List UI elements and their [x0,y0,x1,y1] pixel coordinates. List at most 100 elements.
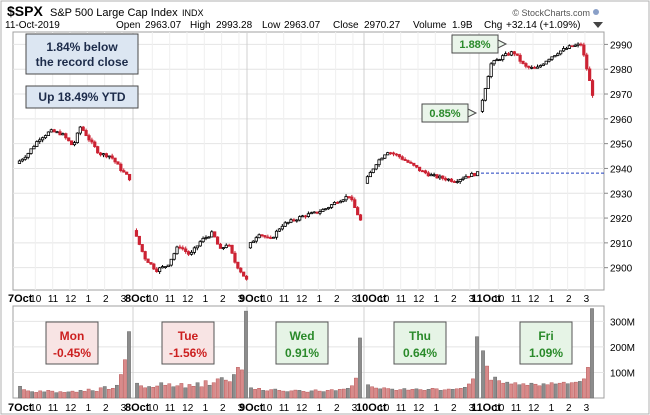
candle-body [480,99,485,112]
x-tick-label: 1 [317,294,323,305]
symbol-label: $SPX [7,3,43,19]
candle-body [263,235,267,238]
day-dividers [132,32,480,290]
volume-bar [90,390,95,399]
volume-bar [463,387,467,399]
pct-high-annotation: 1.88% [451,34,508,54]
candle-body [96,146,100,154]
volume-bar [22,389,26,399]
volume-bar [366,384,370,399]
candle-body [341,199,345,202]
day-change-label: -1.56% [169,346,207,360]
x-tick-label: 11 [165,403,176,414]
candle-body [429,174,433,177]
volume-bar [410,389,415,399]
candle-body [75,132,79,144]
volume-bar [305,391,310,399]
volume-bar [106,389,111,399]
volume-bar [147,386,151,399]
candle-body [321,208,325,212]
volume-bar [481,350,485,399]
candle-body [64,133,68,139]
volume-bar [317,390,322,399]
candle-body [286,221,290,224]
volume-bar [485,365,489,399]
candle-body [146,258,150,263]
candle-body [125,171,129,175]
pct-low-annotation: 0.85% [421,103,478,123]
candle-body [204,237,208,239]
candle-body [272,236,276,239]
candle-body [189,251,194,255]
volume-label: Volume [413,20,447,31]
x-tick-label: 12 [413,294,425,305]
index-name: S&P 500 Large Cap Index [50,7,178,19]
candle-body [356,207,360,216]
x-tick-label: 11 [279,294,290,305]
candle-body [127,173,132,181]
x-tick-label: 10 [493,403,505,414]
candle-body [163,266,168,268]
candle-body [383,154,387,159]
candle-body [143,251,147,260]
candle-body [389,152,393,155]
candle-body [380,157,384,161]
pct-high-label: 1.88% [459,39,490,51]
chg-label: Chg [484,20,502,31]
candle-body [368,172,372,178]
volume-bar [223,379,228,399]
volume-y-axis: 100M 200M 300M [610,317,635,379]
candle-body [72,142,77,146]
candle-body [166,264,170,267]
volume-bar [167,383,172,399]
volume-bar [458,388,463,399]
candle-body [110,155,114,159]
candle-body [244,275,249,280]
x-tick-label: 10 [30,294,42,305]
x-tick-label: 10 [378,403,390,414]
x-tick-label: 11 [396,403,407,414]
candle-body [412,162,416,166]
candle-body [17,160,22,164]
volume-bar [297,390,302,399]
x-tick-label: 10 [147,294,159,305]
volume-bar [115,384,119,399]
x-tick-label: 2 [220,294,226,305]
x-tick-label: 10 [30,403,42,414]
candle-body [541,63,545,66]
candle-body [527,65,531,68]
volume-bar [509,383,514,399]
candle-body [227,244,231,247]
volume-bar [422,390,427,399]
candle-body [374,164,378,170]
x-tick-label: 9Oct [239,402,264,414]
volume-bar [513,382,518,399]
candle-body [303,215,308,218]
x-tick-label: 12 [296,403,308,414]
candle-body [509,51,514,56]
volume-bar [533,383,538,399]
volume-bar [309,390,314,399]
candle-body [283,222,287,227]
price-panel [12,31,605,291]
candle-body [327,207,331,210]
price-tick-label: 2910 [610,239,633,250]
volume-bar [265,390,270,399]
volume-bar [350,385,354,399]
candle-body [295,219,299,222]
candle-body [435,174,439,179]
day-change-box [519,321,573,365]
volume-bar [227,381,232,399]
day-change-box [45,321,99,365]
volume-bar [191,385,196,399]
volume-bar [203,380,208,399]
x-tick-label: 2 [103,294,109,305]
price-tick-label: 2900 [610,264,633,275]
volume-bar [240,369,244,399]
open-label: Open [116,20,140,31]
volume-bar [195,382,200,399]
x-tick-label: 1 [203,294,209,305]
candle-body [464,175,468,179]
x-tick-label: 1 [86,294,92,305]
candle-body [533,66,537,69]
